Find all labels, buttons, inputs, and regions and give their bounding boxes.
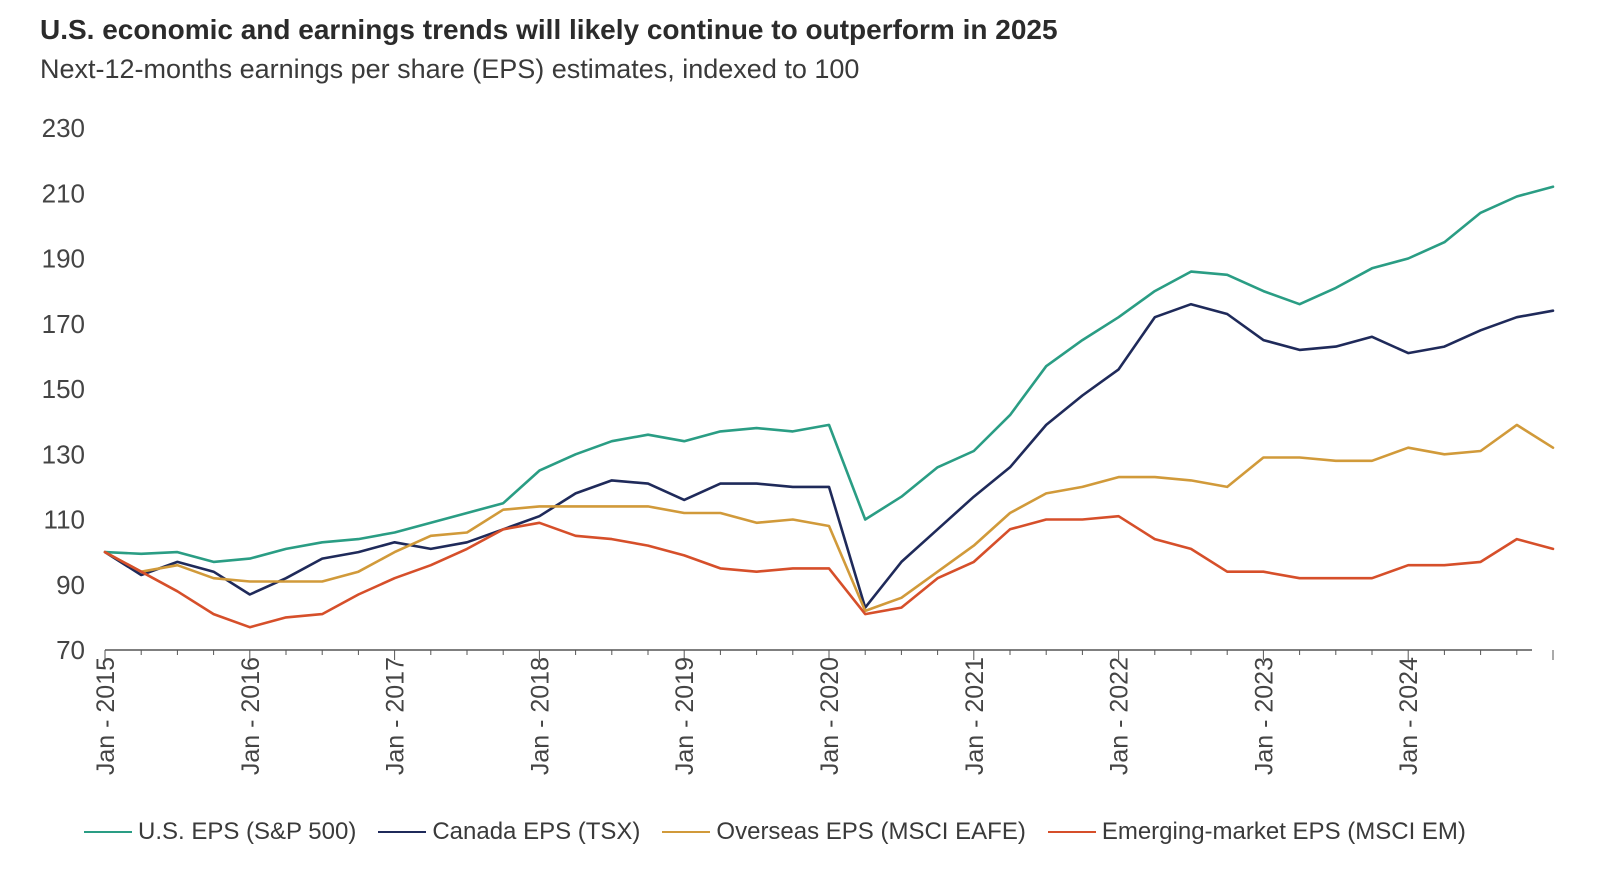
x-tick-label: Jan - 2021	[961, 657, 989, 775]
chart-subtitle: Next-12-months earnings per share (EPS) …	[40, 54, 860, 84]
series-line-emerging	[103, 514, 1555, 629]
y-tick-label: 110	[44, 505, 85, 535]
legend-item-us: U.S. EPS (S&P 500)	[84, 818, 356, 846]
x-tick-label: Jan - 2019	[671, 657, 699, 775]
x-tick-label: Jan - 2018	[526, 657, 554, 775]
y-tick-label: 90	[56, 570, 85, 600]
series-line-canada	[103, 302, 1555, 609]
legend: U.S. EPS (S&P 500) Canada EPS (TSX) Over…	[84, 818, 1488, 846]
x-tick-label: Jan - 2017	[382, 657, 410, 775]
legend-item-canada: Canada EPS (TSX)	[378, 818, 640, 846]
series-line-us	[103, 185, 1555, 564]
x-tick-label: Jan - 2016	[237, 657, 265, 775]
y-tick-label: 170	[42, 309, 85, 339]
y-tick-label: 150	[42, 374, 85, 404]
legend-label-us: U.S. EPS (S&P 500)	[138, 818, 357, 845]
x-tick-label: Jan - 2015	[92, 657, 120, 775]
legend-label-overseas: Overseas EPS (MSCI EAFE)	[716, 818, 1026, 845]
chart-title: U.S. economic and earnings trends will l…	[40, 14, 1058, 45]
x-tick-label: Jan - 2022	[1106, 657, 1134, 775]
x-tick-label: Jan - 2024	[1395, 657, 1423, 775]
legend-swatch-overseas	[662, 831, 711, 833]
y-tick-label: 70	[56, 635, 85, 665]
y-tick-label: 130	[42, 439, 85, 469]
legend-swatch-us	[84, 831, 132, 833]
legend-item-overseas: Overseas EPS (MSCI EAFE)	[662, 818, 1026, 846]
y-tick-label: 190	[42, 244, 85, 274]
y-tick-label: 230	[42, 113, 85, 143]
legend-swatch-emerging	[1047, 831, 1096, 833]
legend-item-emerging: Emerging-market EPS (MSCI EM)	[1047, 818, 1466, 846]
legend-label-canada: Canada EPS (TSX)	[432, 818, 641, 845]
legend-label-emerging: Emerging-market EPS (MSCI EM)	[1101, 818, 1466, 845]
series-line-overseas	[103, 423, 1555, 613]
x-tick-label: Jan - 2020	[816, 657, 844, 775]
y-tick-label: 210	[42, 178, 85, 208]
x-tick-label: Jan - 2023	[1250, 657, 1278, 775]
legend-swatch-canada	[378, 831, 427, 833]
